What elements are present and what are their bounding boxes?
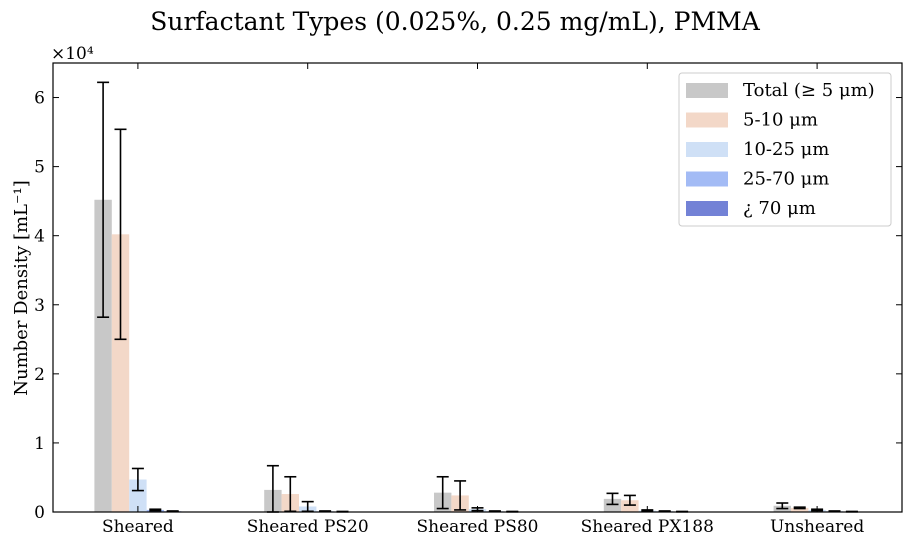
y-tick-label: 2 [34,365,45,385]
x-tick-label: Unsheared [770,517,864,537]
error-bar-0-2 [436,475,449,510]
legend-item: 10-25 μm [686,139,829,160]
legend-swatch [686,112,728,128]
y-axis-label: Number Density [mL⁻¹] [11,180,32,396]
x-tick-label: Sheared PS80 [417,517,539,537]
legend-box [678,72,892,227]
y-tick-label: 3 [34,296,45,316]
x-tick-label: Sheared PX188 [581,517,714,537]
bar-0-0 [94,199,112,512]
y-tick-label: 1 [34,434,45,454]
error-bar-1-3 [623,494,636,506]
error-bar-1-2 [454,480,467,511]
legend-item: Total (≥ 5 μm) [686,80,875,101]
bar-1-4 [791,507,809,512]
error-bar-3-0 [149,508,162,512]
bar-0-3 [603,498,622,512]
bar-1-0 [111,234,130,512]
y-tick-label: 4 [34,227,45,247]
error-bar-1-4 [793,506,806,510]
error-bar-1-0 [114,128,127,341]
legend-label: 25-70 μm [743,169,829,190]
x-tick-label: Sheared [102,517,174,537]
plot-area: 0 1 2 3 4 5 6 Sheared Sheared PS20 Sheared PS80 Sh… [34,62,903,537]
legend-label: 10-25 μm [743,139,829,160]
legend-item: 5-10 μm [686,110,818,131]
legend-swatch [686,142,728,157]
error-bar-0-0 [97,81,110,319]
y-tick-label: 5 [34,158,45,178]
chart-title: Surfactant Types (0.025%, 0.25 mg/mL), P… [150,7,760,36]
legend-label: 5-10 μm [743,110,818,131]
legend-label: Total (≥ 5 μm) [743,80,875,101]
y-tick-label: 6 [34,89,45,109]
y-tick-label: 0 [34,503,45,523]
error-bar-0-3 [606,492,619,506]
legend-item: ¿ 70 μm [686,198,816,219]
error-bar-0-4 [776,502,789,510]
legend-label: ¿ 70 μm [743,198,816,219]
legend-swatch [686,201,728,216]
error-bar-1-1 [284,475,297,513]
legend: Total (≥ 5 μm) 5-10 μm 10-25 μm 25-70 μm ¿ 7… [678,72,892,227]
bar-2-0 [129,479,147,512]
legend-item: 25-70 μm [686,169,829,190]
bar-1-3 [621,500,639,512]
legend-swatch [686,171,728,187]
error-bar-2-0 [131,467,144,492]
x-tick-label: Sheared PS20 [247,517,369,537]
y-multiplier-label: ×10⁴ [51,44,94,64]
legend-swatch [686,83,728,98]
